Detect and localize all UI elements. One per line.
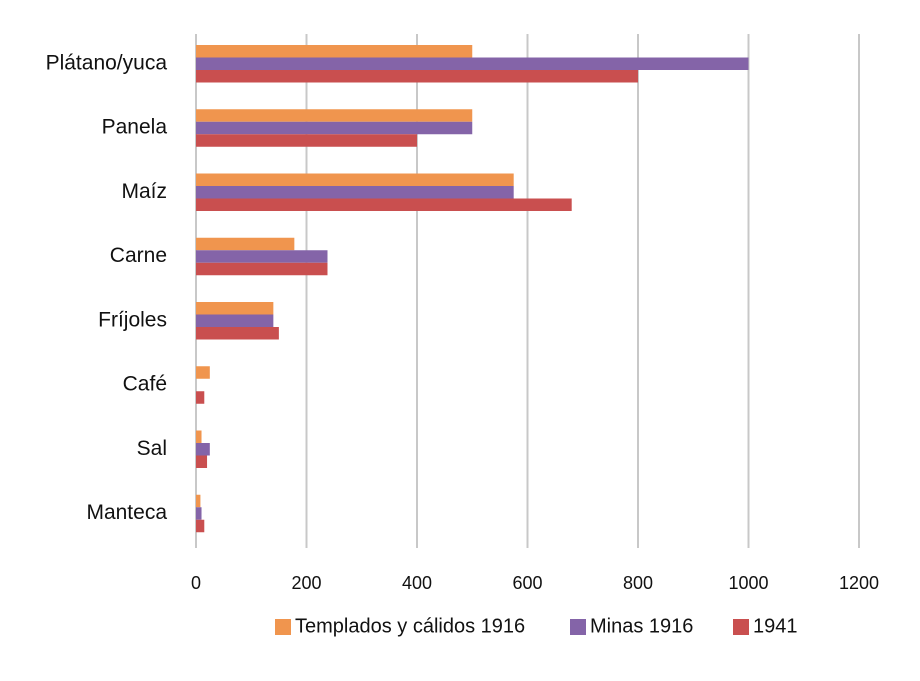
bar [196, 507, 202, 520]
bar [196, 519, 205, 533]
category-labels: Plátano/yuca Panela Maíz Carne Fríjoles Café S… [46, 51, 168, 524]
bar [196, 327, 279, 340]
category-label: Plátano/yuca [46, 51, 168, 74]
bar [196, 173, 514, 186]
bar [196, 57, 749, 70]
category-label: Café [123, 373, 167, 396]
x-tick-label: 600 [512, 573, 542, 593]
bar [196, 366, 210, 379]
x-tick-label: 400 [402, 573, 432, 593]
x-tick-label: 800 [623, 573, 653, 593]
bar [196, 121, 473, 135]
category-label: Panela [102, 116, 168, 139]
bar [196, 250, 328, 263]
bar [196, 494, 201, 508]
bar [196, 186, 514, 199]
category-label: Manteca [86, 501, 167, 524]
category-label: Sal [137, 437, 167, 460]
legend-label: Minas 1916 [590, 615, 693, 637]
x-tick-label: 1200 [839, 573, 879, 593]
bar [196, 45, 473, 58]
bar [196, 455, 208, 468]
legend-label: Templados y cálidos 1916 [295, 615, 525, 637]
legend-swatch [570, 619, 586, 635]
x-tick-label: 1000 [728, 573, 768, 593]
bars [196, 45, 749, 533]
bar [196, 430, 202, 443]
bar [196, 314, 274, 327]
category-label: Fríjoles [98, 308, 167, 331]
bar [196, 443, 210, 456]
category-label: Carne [110, 244, 167, 267]
x-tick-label: 0 [191, 573, 201, 593]
x-tick-label: 200 [291, 573, 321, 593]
category-label: Maíz [121, 180, 167, 203]
bar [196, 134, 417, 147]
legend-swatch [733, 619, 749, 635]
legend: Templados y cálidos 1916 Minas 1916 1941 [275, 615, 798, 637]
bar [196, 198, 572, 211]
bar [196, 302, 274, 315]
legend-swatch [275, 619, 291, 635]
bar [196, 70, 638, 83]
bar [196, 391, 205, 404]
x-axis-tick-labels: 0 200 400 600 800 1000 1200 [191, 573, 879, 593]
bar [196, 262, 328, 276]
bar [196, 237, 295, 251]
bar [196, 109, 473, 122]
legend-label: 1941 [753, 615, 798, 637]
